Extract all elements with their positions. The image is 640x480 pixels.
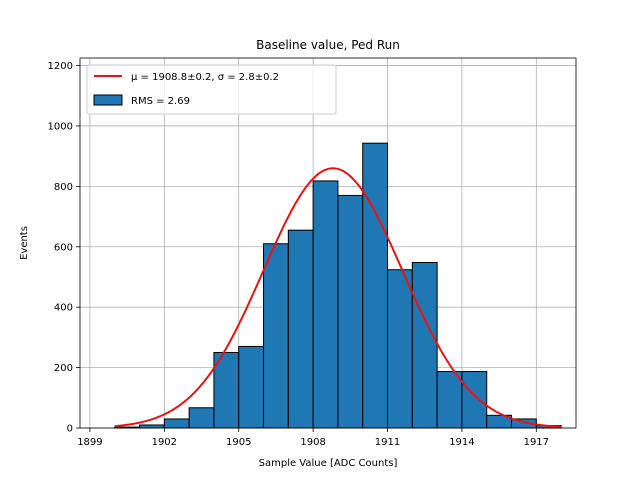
histogram-bar — [139, 424, 165, 429]
y-tick-label: 200 — [54, 363, 73, 374]
plot-frame — [79, 57, 577, 429]
histogram-bar — [411, 261, 438, 429]
histogram-bar — [461, 371, 488, 429]
legend-fit-label: μ = 1908.8±0.2, σ = 2.8±0.2 — [131, 72, 279, 83]
x-tick-label: 1911 — [375, 437, 400, 448]
histogram-bar — [238, 345, 265, 429]
y-axis-label: Events — [19, 226, 30, 260]
legend: μ = 1908.8±0.2, σ = 2.8±0.2 RMS = 2.69 — [86, 64, 337, 115]
gaussian-fit-curve — [114, 167, 562, 428]
y-axis-ticks: 0 200 400 600 800 1000 1200 — [48, 61, 80, 435]
histogram-bar — [188, 407, 215, 429]
histogram-bar — [362, 142, 389, 429]
y-tick-label: 0 — [67, 424, 73, 435]
histogram-bar — [312, 180, 339, 429]
y-tick-label: 1000 — [48, 121, 73, 132]
legend-histogram-label: RMS = 2.69 — [131, 96, 190, 107]
y-tick-label: 800 — [54, 182, 73, 193]
histogram-bar — [263, 243, 289, 429]
histogram-bar — [287, 229, 314, 429]
y-tick-label: 400 — [54, 303, 73, 314]
histogram-bars — [114, 142, 562, 429]
histogram-bar — [337, 194, 364, 429]
x-tick-label: 1899 — [77, 437, 102, 448]
x-tick-label: 1914 — [449, 437, 474, 448]
x-axis-ticks: 1899 1902 1905 1908 1911 1914 1917 — [77, 428, 549, 448]
legend-box — [86, 64, 337, 115]
histogram-bar — [387, 269, 413, 429]
histogram-bar — [436, 371, 463, 429]
chart-title: Baseline value, Ped Run — [256, 38, 400, 52]
legend-histogram-swatch — [93, 94, 123, 106]
y-tick-label: 1200 — [48, 61, 73, 72]
histogram-bar — [213, 351, 240, 429]
x-tick-label: 1908 — [300, 437, 325, 448]
x-tick-label: 1917 — [524, 437, 549, 448]
x-tick-label: 1902 — [152, 437, 177, 448]
x-axis-label: Sample Value [ADC Counts] — [259, 458, 398, 469]
x-tick-label: 1905 — [226, 437, 251, 448]
y-tick-label: 600 — [54, 242, 73, 253]
histogram-bar — [163, 418, 190, 429]
